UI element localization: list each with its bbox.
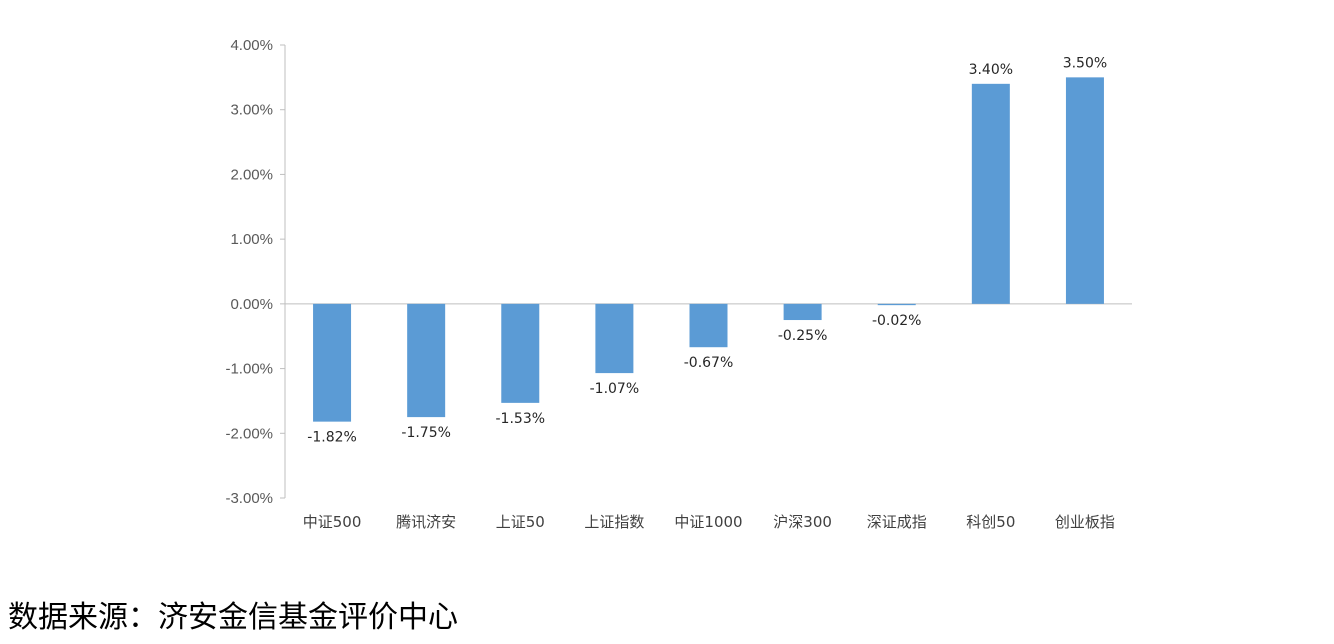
y-tick-label: -3.00%: [225, 490, 273, 507]
data-label: -0.25%: [778, 328, 828, 344]
y-tick-label: 2.00%: [230, 166, 273, 183]
y-tick-label: 3.00%: [230, 102, 273, 119]
data-label: -0.02%: [872, 313, 922, 329]
y-tick-label: 1.00%: [230, 231, 273, 248]
data-label: -0.67%: [684, 355, 734, 371]
y-tick-label: -1.00%: [225, 361, 273, 378]
bar: [407, 303, 446, 418]
data-label: -1.07%: [590, 381, 640, 397]
y-tick-label: 0.00%: [230, 296, 273, 313]
x-category-label: 上证指数: [584, 513, 644, 531]
data-source-note: 数据来源：济安金信基金评价中心: [8, 600, 458, 635]
bar: [595, 303, 634, 374]
x-category-label: 创业板指: [1055, 513, 1115, 531]
x-category-label: 中证1000: [674, 513, 742, 531]
bars: [313, 77, 1104, 422]
data-label: -1.75%: [401, 425, 451, 441]
bar: [689, 303, 728, 348]
bar: [783, 303, 822, 321]
bar: [877, 303, 916, 306]
x-category-label: 腾讯济安: [396, 513, 456, 531]
data-label: -1.53%: [496, 411, 546, 427]
x-category-label: 科创50: [966, 513, 1015, 531]
data-label: -1.82%: [307, 430, 357, 446]
data-label: 3.40%: [969, 62, 1013, 78]
data-labels: -1.82% -1.75% -1.53% -1.07% -0.67% -0.25% -0.0…: [307, 55, 1107, 445]
x-category-label: 沪深300: [773, 513, 832, 531]
y-tick-label: 4.00%: [230, 37, 273, 54]
data-label: 3.50%: [1063, 55, 1107, 71]
bar: [313, 303, 352, 422]
x-category-label: 上证50: [496, 513, 545, 531]
bar: [501, 303, 540, 403]
x-category-label: 深证成指: [867, 513, 927, 531]
x-axis-categories: 中证500 腾讯济安 上证50 上证指数 中证1000 沪深300 深证成指 科创50 创业板指: [303, 513, 1115, 531]
bar-chart: 4.00% 3.00% 2.00% 1.00% 0.00% -1.00% -2.00% -3.…: [225, 37, 1132, 531]
x-category-label: 中证500: [303, 513, 362, 531]
bar: [1065, 77, 1104, 304]
bar: [971, 83, 1010, 304]
y-tick-label: -2.00%: [225, 425, 273, 442]
